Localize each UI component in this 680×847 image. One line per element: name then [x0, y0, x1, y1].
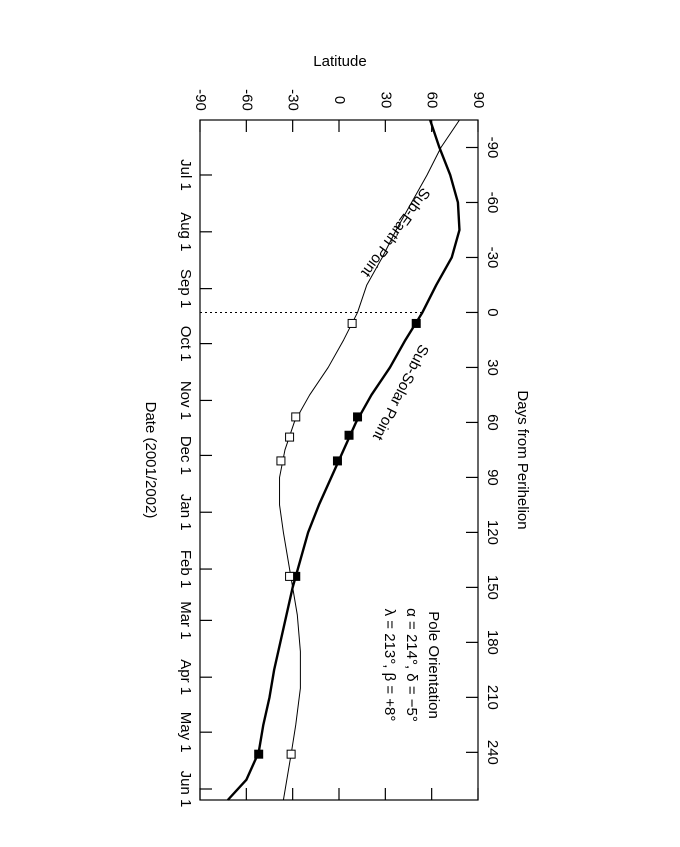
- x2-tick-label: Jul 1: [177, 159, 194, 191]
- x-tick-label: 180: [484, 630, 501, 655]
- x2-tick-label: Nov 1: [177, 381, 194, 420]
- x2-tick-label: May 1: [177, 712, 194, 753]
- y-tick-label: -90: [192, 89, 209, 111]
- x-tick-label: 30: [484, 359, 501, 376]
- data-point: [347, 318, 357, 328]
- annotation: Pole Orientation: [425, 611, 442, 719]
- x2-tick-label: Dec 1: [177, 436, 194, 475]
- x-tick-label: 210: [484, 685, 501, 710]
- data-point: [332, 456, 342, 466]
- data-point: [276, 456, 286, 466]
- series-label: Sub-Solar Point: [369, 342, 432, 444]
- data-point: [286, 749, 296, 759]
- x2-tick-label: Feb 1: [177, 550, 194, 588]
- x-tick-label: -90: [484, 137, 501, 159]
- data-point: [291, 412, 301, 422]
- data-point: [353, 412, 363, 422]
- x-tick-label: -30: [484, 247, 501, 269]
- x-tick-label: 120: [484, 520, 501, 545]
- data-point: [285, 571, 295, 581]
- x2-tick-label: Oct 1: [177, 326, 194, 362]
- annotation: λ = 213°, β = +8°: [381, 609, 398, 722]
- x2-tick-label: Apr 1: [177, 659, 194, 695]
- x2-tick-label: Aug 1: [177, 212, 194, 251]
- series-line: [226, 119, 461, 801]
- data-point: [411, 318, 421, 328]
- x2-tick-label: Sep 1: [177, 269, 194, 308]
- y-tick-label: 0: [331, 96, 348, 104]
- x-tick-label: 0: [484, 308, 501, 316]
- data-point: [344, 430, 354, 440]
- x2-tick-label: Mar 1: [177, 601, 194, 639]
- y-tick-label: 90: [470, 92, 487, 109]
- x-axis-label: Days from Perihelion: [514, 390, 531, 529]
- x-tick-label: 240: [484, 740, 501, 765]
- x-tick-label: 150: [484, 575, 501, 600]
- x-tick-label: -60: [484, 192, 501, 214]
- y-tick-label: 60: [424, 92, 441, 109]
- y-tick-label: -30: [285, 89, 302, 111]
- data-point: [254, 749, 264, 759]
- x-tick-label: 60: [484, 414, 501, 431]
- y-axis-label: Latitude: [313, 53, 366, 70]
- annotation: α = 214°, δ = −5°: [403, 608, 420, 722]
- x2-tick-label: Jan 1: [177, 494, 194, 531]
- x-tick-label: 90: [484, 469, 501, 486]
- y-tick-label: -60: [238, 89, 255, 111]
- x2-axis-label: Date (2001/2002): [142, 402, 159, 519]
- y-tick-label: 30: [377, 92, 394, 109]
- data-point: [285, 432, 295, 442]
- x2-tick-label: Jun 1: [177, 771, 194, 808]
